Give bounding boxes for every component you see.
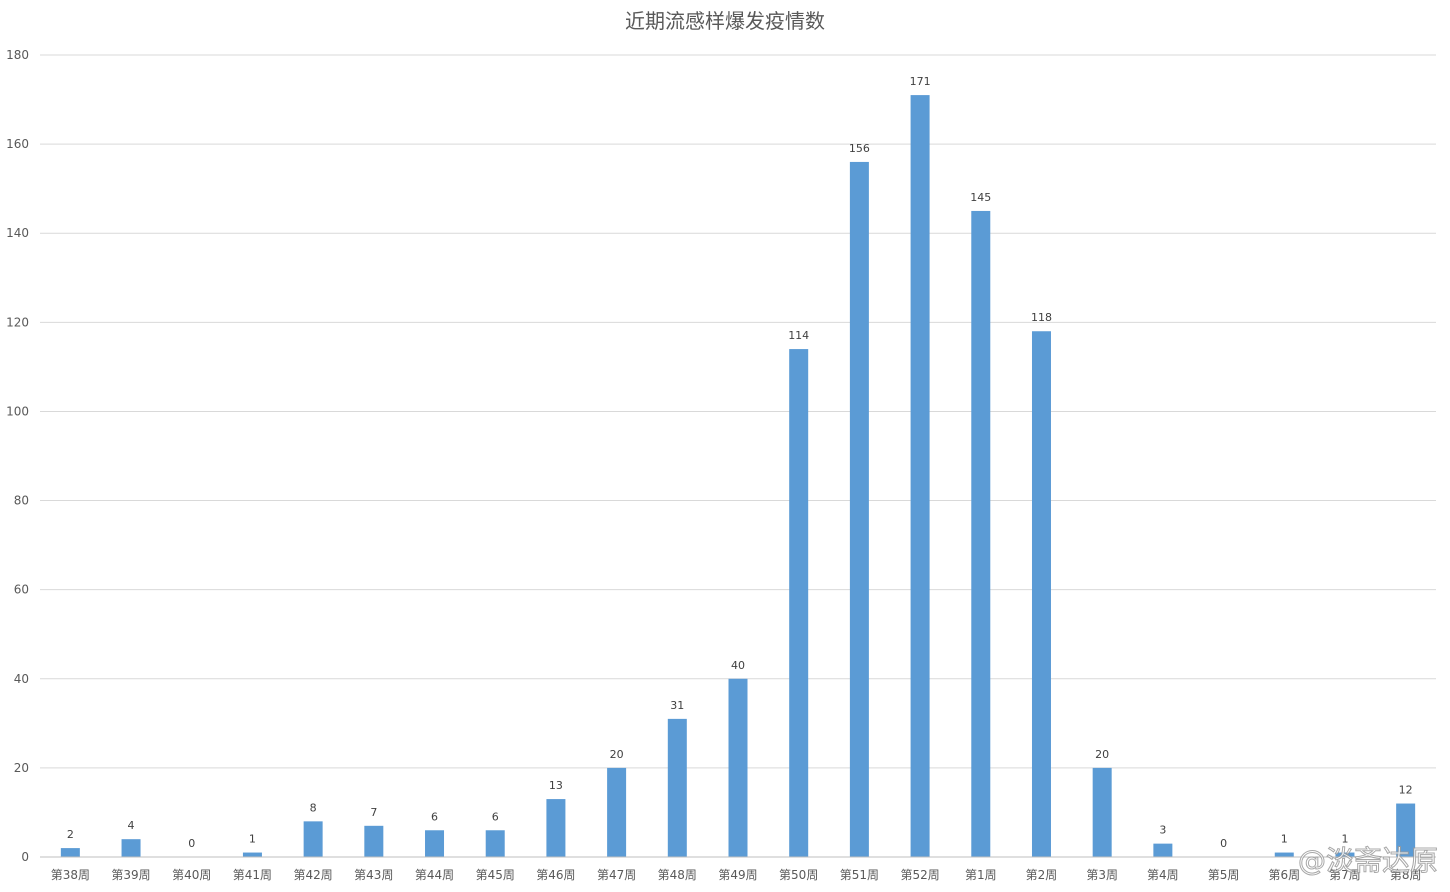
x-tick-label: 第51周	[840, 868, 879, 882]
y-axis-tick-labels: 0 20 40 60 80 100 120 140 160 180	[6, 48, 29, 864]
data-label: 4	[128, 819, 135, 832]
bar	[303, 821, 323, 857]
data-label: 145	[970, 191, 991, 204]
x-axis-tick-labels: 第38周 第39周 第40周 第41周 第42周 第43周 第44周 第45周 第46周 第47周…	[51, 868, 1422, 882]
x-tick-label: 第43周	[354, 868, 393, 882]
data-label: 6	[492, 810, 499, 823]
bar	[1031, 331, 1051, 857]
x-tick-label: 第8周	[1390, 868, 1422, 882]
watermark: @淡斋达原	[1298, 844, 1438, 877]
x-tick-label: 第1周	[965, 868, 997, 882]
y-tick-label: 40	[14, 672, 29, 686]
y-tick-label: 60	[14, 583, 29, 597]
bar	[607, 767, 627, 857]
data-label: 118	[1031, 311, 1052, 324]
data-label: 20	[1095, 748, 1109, 761]
bar	[789, 349, 809, 857]
data-label: 1	[249, 833, 256, 846]
x-tick-label: 第50周	[779, 868, 818, 882]
x-tick-label: 第45周	[476, 868, 515, 882]
x-tick-label: 第52周	[900, 868, 939, 882]
data-label: 31	[670, 699, 684, 712]
bar	[121, 839, 141, 857]
gridlines	[40, 54, 1436, 769]
x-tick-label: 第2周	[1026, 868, 1058, 882]
data-label: 7	[370, 806, 377, 819]
x-tick-label: 第41周	[233, 868, 272, 882]
x-tick-label: 第49周	[718, 868, 757, 882]
data-label: 40	[731, 659, 745, 672]
bar	[242, 852, 262, 857]
x-tick-label: 第38周	[51, 868, 90, 882]
chart-title: 近期流感样爆发疫情数	[625, 9, 825, 33]
x-tick-label: 第48周	[658, 868, 697, 882]
x-tick-label: 第4周	[1147, 868, 1179, 882]
x-tick-label: 第47周	[597, 868, 636, 882]
x-tick-label: 第39周	[111, 868, 150, 882]
data-label: 2	[67, 828, 74, 841]
x-tick-label: 第6周	[1268, 868, 1300, 882]
data-label: 6	[431, 810, 438, 823]
data-label: 12	[1399, 784, 1413, 797]
y-tick-label: 120	[6, 315, 29, 329]
bar	[910, 95, 930, 858]
y-tick-label: 140	[6, 226, 29, 240]
x-tick-label: 第5周	[1208, 868, 1240, 882]
bar	[849, 161, 869, 857]
bar	[485, 830, 505, 857]
y-tick-label: 180	[6, 48, 29, 62]
bar	[1396, 803, 1416, 857]
bar	[425, 830, 445, 857]
y-tick-label: 100	[6, 404, 29, 418]
x-tick-label: 第40周	[172, 868, 211, 882]
y-tick-label: 160	[6, 137, 29, 151]
data-label: 171	[910, 75, 931, 88]
bar	[60, 848, 80, 857]
bar	[546, 799, 566, 857]
y-tick-label: 80	[14, 494, 29, 508]
data-label: 114	[788, 329, 809, 342]
bar	[971, 210, 991, 857]
bar	[1274, 852, 1294, 857]
y-tick-label: 0	[21, 850, 29, 864]
x-tick-label: 第3周	[1086, 868, 1118, 882]
data-label: 8	[310, 801, 317, 814]
bar	[1092, 767, 1112, 857]
data-label: 0	[1220, 837, 1227, 850]
data-label: 1	[1281, 833, 1288, 846]
data-label: 13	[549, 779, 563, 792]
data-label: 20	[610, 748, 624, 761]
data-label: 0	[188, 837, 195, 850]
bar	[364, 825, 384, 857]
data-label: 3	[1159, 824, 1166, 837]
x-tick-label: 第44周	[415, 868, 454, 882]
data-label: 156	[849, 142, 870, 155]
data-label: 1	[1341, 833, 1348, 846]
x-tick-label: 第46周	[536, 868, 575, 882]
bar	[1335, 852, 1355, 857]
x-tick-label: 第42周	[293, 868, 332, 882]
x-tick-label: 第7周	[1329, 868, 1361, 882]
bar	[667, 718, 687, 857]
bar	[728, 678, 748, 857]
bars	[60, 95, 1416, 858]
y-tick-label: 20	[14, 761, 29, 775]
bar	[1153, 843, 1173, 857]
